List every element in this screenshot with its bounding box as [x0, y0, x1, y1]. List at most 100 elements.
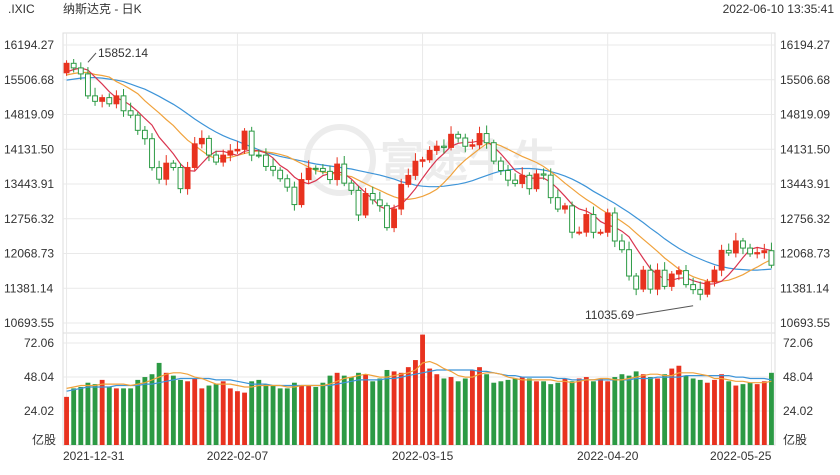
candle — [213, 150, 220, 166]
candle — [241, 128, 248, 154]
candle — [248, 126, 255, 162]
candle-body — [170, 162, 177, 169]
volume-unit-right: 亿股 — [783, 432, 807, 447]
x-axis: 2021-12-31 2022-02-07 2022-03-15 2022-04-20… — [63, 449, 772, 463]
date-label: 2022-02-07 — [207, 449, 269, 463]
candle — [270, 158, 276, 177]
candle-body — [668, 273, 675, 287]
candle — [526, 172, 533, 195]
volume-bar — [320, 382, 326, 445]
volume-bar — [334, 372, 340, 445]
candle-body — [291, 186, 298, 206]
candle-body — [448, 133, 454, 148]
candle-body — [661, 269, 668, 287]
candle — [149, 133, 155, 171]
candle-body — [540, 173, 547, 176]
volume-bar — [156, 362, 162, 445]
volume-bar — [220, 381, 226, 445]
candle — [725, 243, 732, 256]
candle-body — [362, 192, 369, 216]
volume-bar — [284, 388, 290, 445]
candle — [63, 60, 70, 76]
candle-body — [697, 289, 704, 295]
price-tick-label-left: 16194.27 — [4, 38, 54, 52]
candle — [334, 157, 341, 186]
candle-body — [626, 249, 632, 277]
candle — [583, 207, 590, 237]
volume-bar — [555, 382, 561, 445]
candle — [747, 243, 754, 257]
volume-bar — [498, 381, 504, 445]
volume-bar — [106, 386, 112, 445]
price-tick-label-left: 14819.09 — [4, 108, 54, 122]
candle — [191, 136, 198, 171]
volume-bar — [455, 381, 461, 445]
volume-bar — [576, 378, 582, 445]
candle — [576, 226, 583, 236]
candle-body — [99, 97, 106, 102]
chart-frame — [62, 32, 776, 446]
candle-body — [262, 154, 269, 167]
candle — [298, 172, 305, 208]
candle-body — [92, 95, 98, 102]
volume-bar — [662, 374, 668, 445]
candle-body — [327, 170, 333, 181]
candle-body — [70, 62, 77, 69]
candle-body — [277, 169, 284, 180]
candle-body — [490, 142, 497, 162]
candle-body — [84, 73, 91, 97]
candle — [319, 164, 326, 175]
candle — [533, 169, 540, 192]
volume-bar — [697, 379, 703, 445]
y-axes: 16194.27 16194.27 15506.68 15506.68 14819.09… — [4, 38, 830, 447]
volume-bar — [163, 372, 169, 445]
volume-bar — [99, 379, 105, 445]
candle-body — [611, 212, 618, 242]
volume-bar — [327, 375, 333, 445]
candle — [99, 94, 106, 108]
candle — [220, 149, 227, 167]
candle-body — [497, 160, 504, 172]
candle-body — [654, 269, 661, 290]
volume-bar — [626, 375, 632, 445]
candle-body — [647, 269, 654, 290]
candle — [476, 126, 483, 150]
candle — [341, 155, 348, 187]
candle — [661, 262, 668, 290]
candle — [419, 156, 426, 168]
volume-bar — [462, 378, 468, 445]
volume-bar — [121, 388, 126, 445]
candle — [562, 202, 568, 214]
candle — [761, 243, 768, 259]
volume-bar — [448, 377, 454, 445]
price-tick-label-left: 13443.91 — [4, 177, 54, 191]
candle — [697, 281, 704, 301]
candle-body — [576, 231, 583, 234]
price-tick-label-left: 15506.68 — [4, 73, 54, 87]
candle — [604, 208, 611, 237]
candle-body — [312, 167, 319, 170]
volume-bar — [206, 385, 212, 445]
candle-body — [213, 154, 220, 163]
volume-bar — [548, 384, 554, 445]
candle — [490, 139, 497, 165]
candle-body — [184, 166, 191, 190]
candle-body — [426, 149, 433, 161]
volume-tick-label-right: 24.02 — [783, 404, 813, 418]
candle-body — [177, 167, 184, 190]
volume-bar — [655, 378, 660, 445]
candle — [113, 90, 120, 109]
candle-body — [505, 170, 511, 181]
high-annotation: 15852.14 — [98, 46, 148, 60]
candles — [63, 59, 775, 301]
grid — [62, 32, 776, 446]
candle-body — [412, 160, 419, 176]
candle-body — [113, 95, 120, 105]
candle-body — [191, 143, 198, 168]
volume-bar — [185, 381, 191, 445]
candle — [554, 189, 561, 213]
candle — [704, 278, 711, 298]
volume-bar — [413, 360, 418, 445]
